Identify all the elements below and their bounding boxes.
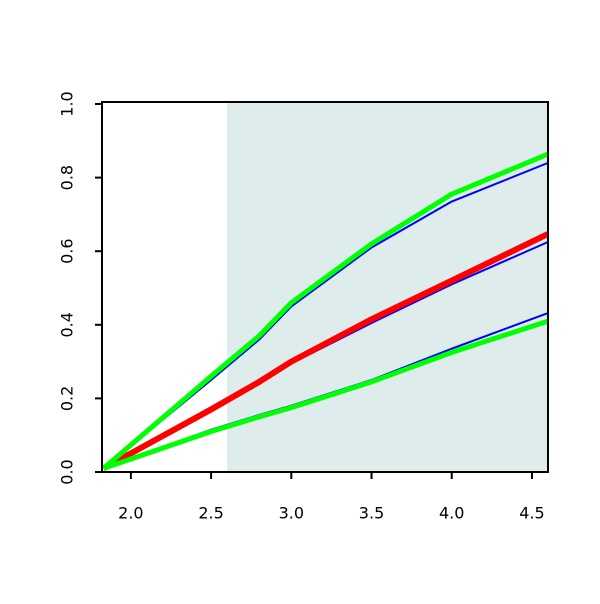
y-tick-label: 0.4 xyxy=(58,312,77,337)
y-tick-label: 1.0 xyxy=(58,91,77,116)
y-tick-label: 0.8 xyxy=(58,165,77,190)
line xyxy=(102,318,549,471)
line xyxy=(102,231,550,471)
y-tick-label: 0.2 xyxy=(58,386,77,411)
x-tick-label: 2.0 xyxy=(118,504,143,523)
line xyxy=(101,151,549,471)
x-tick-label: 4.5 xyxy=(519,504,544,523)
x-tick-label: 4.0 xyxy=(439,504,464,523)
y-tick-label: 0.0 xyxy=(58,459,77,484)
x-tick-label: 3.5 xyxy=(359,504,384,523)
x-tick-label: 2.5 xyxy=(198,504,223,523)
y-tick-label: 0.6 xyxy=(58,238,77,263)
line xyxy=(102,161,549,470)
shaded-region xyxy=(227,102,548,472)
x-tick-label: 3.0 xyxy=(279,504,304,523)
